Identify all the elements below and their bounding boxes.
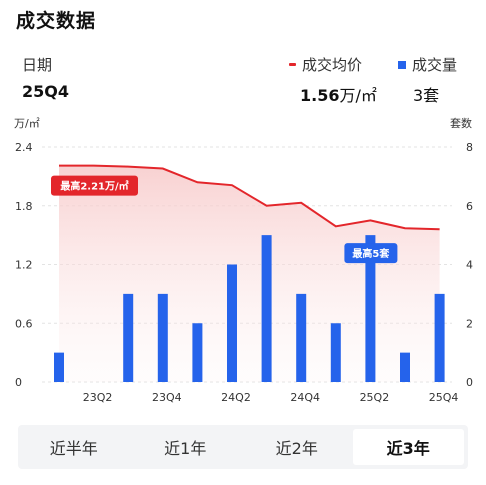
volume-bar — [400, 352, 410, 382]
volume-bar — [296, 293, 307, 382]
volume-value: 3套 — [413, 86, 440, 105]
volume-bar — [365, 235, 376, 382]
volume-bar — [157, 293, 168, 382]
x-tick-label: 23Q2 — [83, 391, 113, 404]
right-axis-label: 套数 — [450, 117, 472, 130]
tab-3[interactable]: 近3年 — [352, 429, 464, 465]
left-tick-label: 0 — [15, 376, 22, 389]
volume-bar — [227, 264, 237, 382]
legend-volume-label: 成交量 — [412, 56, 458, 74]
left-axis-label: 万/㎡ — [14, 117, 40, 130]
price-unit: 万/㎡ — [339, 86, 377, 105]
price-value: 1.56万/㎡ — [300, 82, 377, 106]
volume-bar — [54, 352, 64, 382]
volume-bar — [192, 323, 203, 382]
page-title: 成交数据 — [16, 10, 97, 32]
right-tick-label: 2 — [466, 317, 473, 330]
right-tick-label: 6 — [466, 200, 473, 213]
legend-price: 成交均价 — [289, 54, 362, 75]
volume-bar — [330, 323, 341, 382]
max-volume-text: 最高5套 — [352, 247, 390, 260]
x-tick-label: 25Q4 — [429, 391, 459, 404]
left-tick-label: 2.4 — [15, 141, 33, 154]
line-legend-icon — [289, 63, 296, 66]
trade-chart: 万/㎡ 套数 2.4 8 1.8 6 1.2 4 0.6 2 0 0 23Q2 23Q4 24Q2 24Q4 2… — [14, 117, 473, 404]
x-tick-label: 25Q2 — [360, 391, 390, 404]
price-area — [59, 165, 440, 382]
tab-2[interactable]: 近2年 — [275, 439, 318, 458]
left-tick-label: 1.2 — [15, 259, 33, 272]
volume-bar — [434, 293, 445, 382]
x-tick-label: 24Q4 — [290, 391, 320, 404]
volume-bar — [123, 293, 134, 382]
max-volume-badge — [344, 243, 398, 264]
tab-1[interactable]: 近1年 — [164, 439, 207, 458]
tab-0[interactable]: 近半年 — [49, 439, 98, 458]
period-label: 日期 — [22, 56, 53, 74]
right-tick-label: 4 — [466, 259, 473, 272]
max-price-badge — [51, 175, 138, 196]
price-number: 1.56 — [300, 86, 340, 105]
left-tick-label: 0.6 — [15, 317, 33, 330]
period-tabs: 近半年 近1年 近2年 近3年 — [18, 425, 468, 469]
legend-volume: 成交量 — [398, 54, 457, 75]
x-tick-label: 23Q4 — [152, 391, 182, 404]
price-line — [59, 164, 440, 231]
legend-price-label: 成交均价 — [302, 56, 363, 74]
right-tick-label: 0 — [466, 376, 473, 389]
left-tick-label: 1.8 — [15, 200, 33, 213]
period-value: 25Q4 — [22, 82, 69, 101]
x-tick-label: 24Q2 — [221, 391, 251, 404]
max-price-text: 最高2.21万/㎡ — [60, 180, 128, 193]
bar-legend-icon — [398, 60, 406, 69]
right-tick-label: 8 — [466, 141, 473, 154]
volume-bar — [261, 235, 272, 382]
